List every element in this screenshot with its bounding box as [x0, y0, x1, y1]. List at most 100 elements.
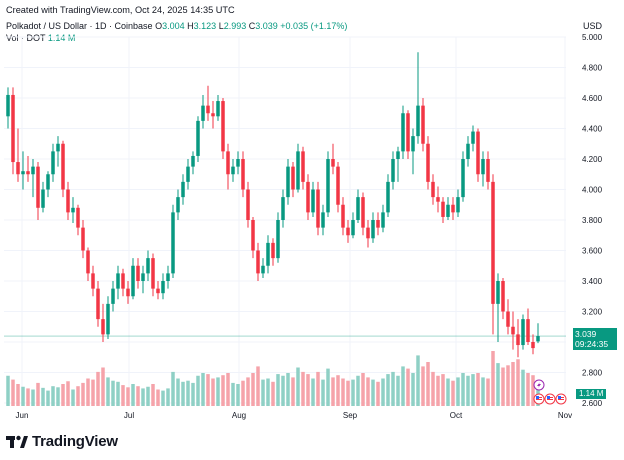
volume-bar [71, 389, 75, 406]
volume-bar [151, 384, 155, 406]
candle-body [506, 311, 510, 327]
volume-bar [241, 380, 245, 406]
candle-body [141, 273, 145, 281]
volume-tag: 1.14 M [576, 389, 607, 399]
volume-bar [331, 377, 335, 406]
candle-body [151, 258, 155, 289]
candle-body [451, 204, 455, 213]
volume-bar [461, 373, 465, 406]
candle-body [256, 250, 260, 274]
volume-bar [26, 388, 30, 406]
volume-bar [196, 375, 200, 406]
tradingview-logo[interactable]: TradingView [6, 431, 118, 451]
volume-bar [166, 388, 170, 406]
volume-bar [481, 377, 485, 406]
volume-bar [441, 374, 445, 406]
candle-body [131, 265, 135, 297]
volume-bar [476, 373, 480, 406]
volume-bar [16, 384, 20, 406]
x-tick-label: Sep [343, 411, 358, 420]
volume-bar [296, 367, 300, 406]
volume-bar [36, 382, 40, 406]
volume-bar [426, 362, 430, 406]
candle-body [331, 159, 335, 167]
volume-value: 1.14 M [47, 33, 76, 43]
candle-body [456, 197, 460, 213]
volume-bar [216, 377, 220, 406]
volume-bar [76, 386, 80, 406]
volume-bar [511, 362, 515, 406]
x-tick-label: Nov [558, 411, 572, 420]
candle-body [81, 227, 85, 251]
candle-body [26, 171, 30, 175]
low-label: L [218, 21, 224, 31]
volume-bar [311, 378, 315, 406]
volume-bar [291, 377, 295, 406]
volume-bar [316, 371, 320, 406]
volume-bar [341, 378, 345, 406]
volume-bar [146, 386, 150, 406]
volume-legend: Vol · DOT 1.14 M [6, 33, 75, 43]
volume-bar [181, 381, 185, 406]
volume-bar [336, 375, 340, 406]
candle-body [501, 281, 505, 312]
candle-body [466, 143, 470, 159]
candle-body [471, 131, 475, 144]
candle-body [336, 166, 340, 205]
volume-bar [261, 379, 265, 406]
low-value: 2.993 [223, 21, 247, 31]
volume-bar [531, 375, 535, 406]
volume-bar [321, 379, 325, 406]
countdown-timer: 09:24:35 [575, 339, 609, 349]
volume-bar [121, 385, 125, 406]
volume-bar [141, 388, 145, 406]
volume-bar [131, 384, 135, 406]
candle-body [66, 189, 70, 213]
y-tick-label: 4.400 [582, 125, 603, 134]
candle-body [171, 212, 175, 274]
volume-bar [116, 381, 120, 406]
volume-bar [111, 380, 115, 406]
candle-body [491, 181, 495, 304]
candle-body [86, 250, 90, 274]
candle-body [111, 288, 115, 304]
candle-body [461, 159, 465, 198]
volume-bar [421, 366, 425, 406]
y-tick-label: 3.800 [582, 216, 603, 225]
volume-bar [306, 374, 310, 406]
candle-body [261, 265, 265, 274]
candle-body [346, 227, 350, 236]
candle-body [351, 220, 355, 236]
volume-bar [376, 381, 380, 406]
volume-bar [236, 384, 240, 406]
volume-bar [171, 371, 175, 406]
candle-body [126, 288, 130, 297]
volume-bar [56, 387, 60, 406]
volume-bar [346, 380, 350, 406]
candle-body [391, 159, 395, 182]
candle-body [486, 159, 490, 182]
candle-body [36, 166, 40, 208]
flag-canton [536, 396, 539, 399]
y-tick-label: 4.800 [582, 64, 603, 73]
candle-body [276, 220, 280, 259]
candle-body [341, 204, 345, 228]
candle-body [396, 151, 400, 159]
volume-bar [506, 365, 510, 406]
candle-body [146, 258, 150, 274]
volume-bar [301, 371, 305, 406]
volume-bar [326, 368, 330, 406]
lightning-glyph [537, 382, 541, 388]
y-tick-label: 2.600 [582, 399, 603, 408]
candle-body [31, 166, 35, 175]
candle-body [411, 136, 415, 152]
candle-body [446, 204, 450, 217]
volume-bar [456, 377, 460, 406]
volume-bar [501, 367, 505, 406]
volume-bar [46, 390, 50, 406]
candle-body [101, 319, 105, 335]
candle-body [536, 336, 540, 342]
candle-body [136, 265, 140, 281]
candle-body [251, 220, 255, 251]
